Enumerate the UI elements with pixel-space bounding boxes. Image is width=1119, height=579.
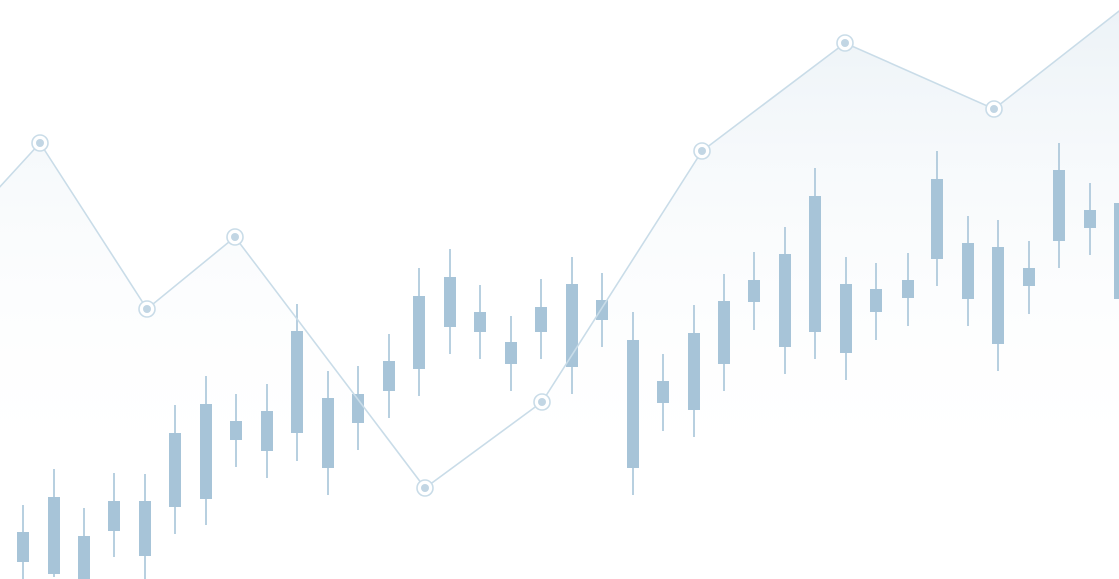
candle: [413, 268, 425, 396]
candle: [1084, 183, 1096, 255]
candle-body: [1023, 268, 1035, 286]
candle-body: [1084, 210, 1096, 228]
candle-body: [657, 381, 669, 403]
candle: [840, 257, 852, 380]
candle-body: [48, 497, 60, 574]
candle-body: [627, 340, 639, 468]
trend-line: [0, 10, 1119, 490]
line-point: [226, 228, 244, 246]
line-point: [416, 479, 434, 497]
line-series: [0, 10, 1119, 490]
candle: [505, 316, 517, 391]
candle-body: [230, 421, 242, 440]
candle-body: [444, 277, 456, 327]
line-point-dot: [538, 398, 546, 406]
candle: [902, 253, 914, 326]
candle: [535, 279, 547, 359]
candle: [383, 334, 395, 418]
candle-body: [200, 404, 212, 499]
candle-body: [505, 342, 517, 364]
candle: [230, 394, 242, 467]
candle-body: [688, 333, 700, 410]
candle-body: [261, 411, 273, 451]
candle-body: [902, 280, 914, 298]
candle-body: [535, 307, 547, 332]
candle-body: [1114, 203, 1119, 299]
candle-body: [748, 280, 760, 302]
line-point: [693, 142, 711, 160]
candlestick-series: [17, 143, 1119, 579]
line-point-dot: [231, 233, 239, 241]
candle-body: [718, 301, 730, 364]
candle: [1114, 203, 1119, 299]
candle: [596, 273, 608, 347]
candle-body: [291, 331, 303, 433]
candle-body: [17, 532, 29, 562]
line-markers: [31, 34, 1003, 497]
line-point: [31, 134, 49, 152]
candle-body: [352, 394, 364, 423]
candle: [931, 151, 943, 286]
candle: [566, 257, 578, 394]
candle-body: [78, 536, 90, 579]
candle-body: [962, 243, 974, 299]
candle: [657, 354, 669, 431]
candle-body: [566, 284, 578, 367]
candle: [627, 312, 639, 495]
candle: [992, 220, 1004, 371]
candle: [809, 168, 821, 359]
candle: [1023, 241, 1035, 314]
candle-body: [596, 300, 608, 320]
candle-body: [809, 196, 821, 332]
line-point-dot: [841, 39, 849, 47]
candle-body: [413, 296, 425, 369]
candle-body: [108, 501, 120, 531]
candle-body: [779, 254, 791, 347]
candle-body: [139, 501, 151, 556]
line-point-dot: [36, 139, 44, 147]
candle: [444, 249, 456, 354]
candle: [78, 508, 90, 579]
line-point-dot: [143, 305, 151, 313]
candle: [962, 216, 974, 326]
line-point-dot: [990, 105, 998, 113]
candle-body: [474, 312, 486, 332]
candle-body: [931, 179, 943, 259]
candle: [291, 304, 303, 461]
candle: [474, 285, 486, 359]
line-point: [138, 300, 156, 318]
candle-body: [383, 361, 395, 391]
line-point-dot: [698, 147, 706, 155]
candle: [200, 376, 212, 525]
candle: [352, 366, 364, 450]
line-point: [533, 393, 551, 411]
candle-body: [840, 284, 852, 353]
candle: [139, 474, 151, 579]
candle: [1053, 143, 1065, 268]
candle: [688, 305, 700, 437]
candle-body: [169, 433, 181, 507]
candle: [779, 227, 791, 374]
candle-body: [1053, 170, 1065, 241]
candle-body: [870, 289, 882, 312]
candle: [718, 274, 730, 391]
candle: [17, 505, 29, 579]
line-point: [836, 34, 854, 52]
candle: [48, 469, 60, 577]
candle: [322, 371, 334, 495]
candle: [870, 263, 882, 340]
candle-body: [992, 247, 1004, 344]
candle-body: [322, 398, 334, 468]
candle: [108, 473, 120, 557]
candle: [748, 252, 760, 330]
line-point: [985, 100, 1003, 118]
line-point-dot: [421, 484, 429, 492]
candle: [261, 384, 273, 478]
candle: [169, 405, 181, 534]
